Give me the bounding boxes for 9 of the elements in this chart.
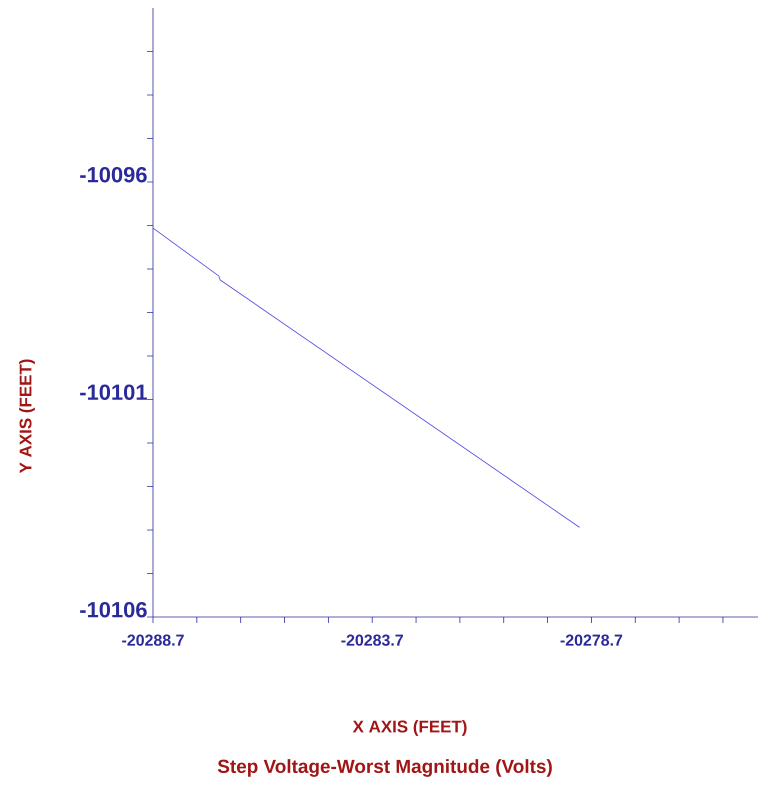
x-tick-label: -20288.7 xyxy=(122,634,184,646)
y-tick-label: -10106 xyxy=(80,602,147,618)
y-tick-label: -10096 xyxy=(80,166,147,182)
x-tick-label: -20278.7 xyxy=(560,634,622,646)
x-axis-title: X AXIS (FEET) xyxy=(352,720,466,736)
text: Step Voltage-Worst Magnitude (Volts) xyxy=(218,759,552,777)
y-tick-label: -10101 xyxy=(80,384,147,400)
y-axis-title: Y AXIS (FEET) xyxy=(18,359,35,474)
x-tick-label: -20283.7 xyxy=(341,634,403,646)
